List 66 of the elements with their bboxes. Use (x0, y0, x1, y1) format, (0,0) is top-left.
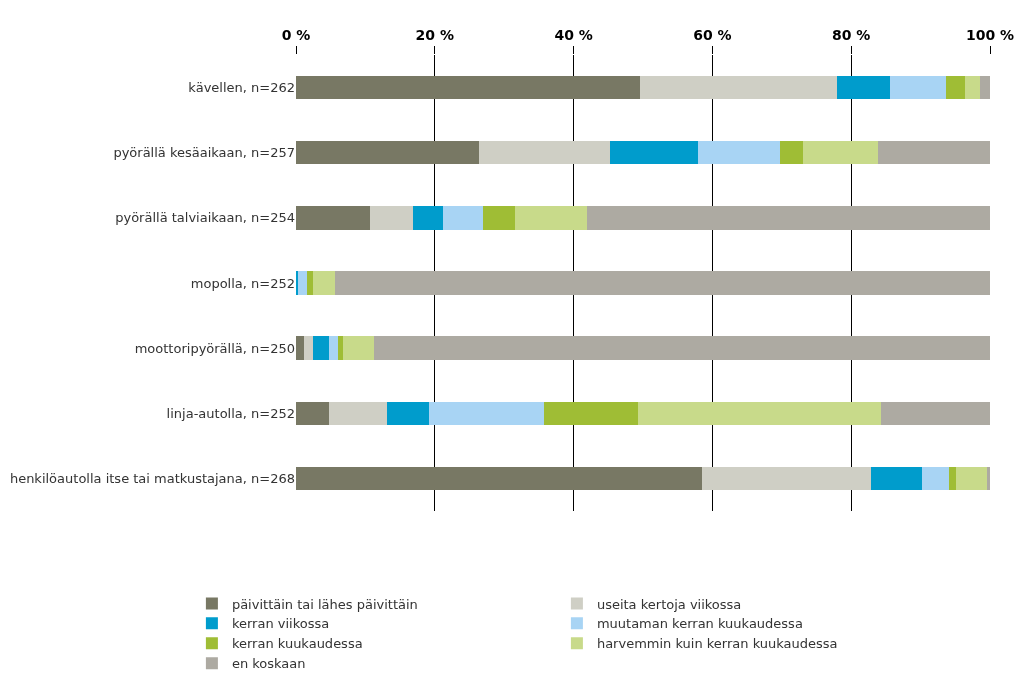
bar (329, 336, 338, 360)
bar (697, 140, 780, 165)
bar (312, 336, 330, 360)
bar (779, 140, 803, 165)
bar (296, 466, 702, 491)
bar (296, 401, 330, 426)
y-tick-label: mopolla, n=252 (190, 275, 295, 291)
bar (544, 401, 639, 426)
bar (298, 271, 308, 295)
legend-label: harvemmin kuin kerran kuukaudessa (596, 636, 838, 652)
bar (514, 206, 587, 230)
bar (296, 140, 479, 165)
bar (296, 75, 641, 100)
legend-label: kerran viikossa (231, 616, 330, 632)
bar (945, 75, 966, 100)
bar (980, 75, 990, 100)
legend-label: päivittäin tai lähes päivittäin (231, 596, 418, 612)
bar (878, 140, 990, 165)
x-tick-label: 80 % (832, 27, 871, 44)
bar (870, 466, 922, 491)
bar (609, 140, 698, 165)
bar (337, 336, 344, 360)
legend-label: kerran kuukaudessa (231, 636, 363, 652)
x-tick-label: 20 % (415, 27, 454, 44)
bar (802, 140, 879, 165)
bar (307, 271, 313, 295)
bar (478, 140, 610, 165)
x-tick-label: 0 % (281, 27, 311, 44)
bar (949, 466, 956, 491)
bar (429, 401, 545, 426)
bar (482, 206, 515, 230)
bar (701, 466, 871, 491)
bar (955, 466, 987, 491)
bar (586, 206, 990, 230)
x-tick-label: 60 % (693, 27, 732, 44)
bar (443, 206, 483, 230)
bar (413, 206, 444, 230)
bar (638, 401, 882, 426)
bar (304, 336, 313, 360)
bar (296, 206, 370, 230)
bar (890, 75, 946, 100)
bar (312, 271, 335, 295)
legend-label: en koskaan (231, 656, 306, 672)
bar (965, 75, 981, 100)
bar (329, 401, 387, 426)
bar (386, 401, 430, 426)
y-tick-label: linja-autolla, n=252 (166, 405, 295, 421)
bar (343, 336, 375, 360)
bar (374, 336, 990, 360)
bar (837, 75, 891, 100)
legend-label: muutaman kerran kuukaudessa (596, 616, 803, 632)
x-tick-label: 100 % (965, 27, 1015, 44)
bar (296, 271, 299, 295)
bar (334, 271, 990, 295)
bar (296, 336, 305, 360)
legend-label: useita kertoja viikossa (596, 596, 742, 612)
y-tick-label: moottoripyörällä, n=250 (134, 340, 295, 356)
y-tick-label: pyörällä talviaikaan, n=254 (115, 210, 295, 226)
y-tick-label: henkilöautolla itse tai matkustajana, n=268 (9, 470, 295, 486)
bar (881, 401, 990, 426)
y-tick-label: pyörällä kesäaikaan, n=257 (113, 145, 295, 161)
bar (640, 75, 838, 100)
bar (921, 466, 950, 491)
x-tick-label: 40 % (554, 27, 593, 44)
bar (369, 206, 414, 230)
y-tick-label: kävellen, n=262 (188, 80, 295, 96)
